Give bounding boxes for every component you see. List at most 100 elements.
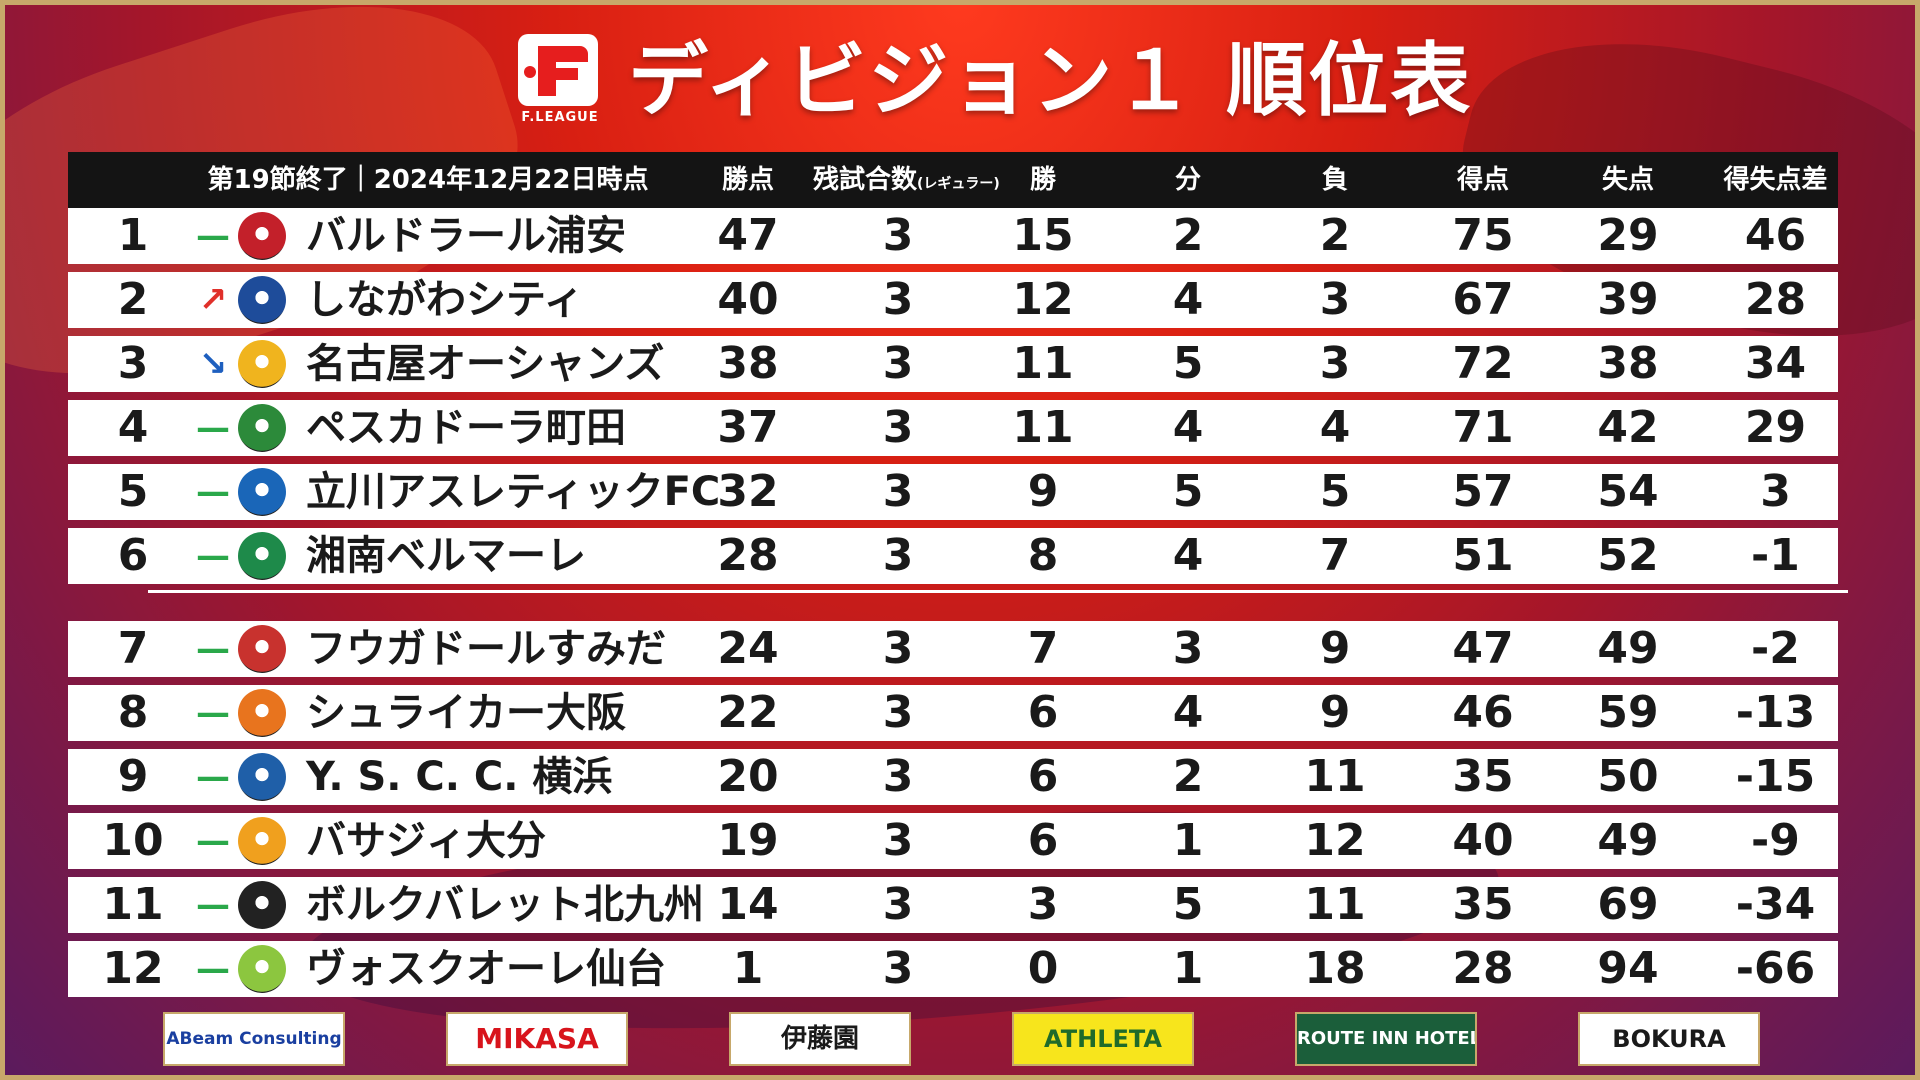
losses-cell: 9 bbox=[1319, 623, 1351, 674]
remaining-cell: 3 bbox=[882, 466, 914, 517]
trend-icon: — bbox=[196, 216, 230, 256]
table-row: 12 — ヴォスクオーレ仙台 1 3 0 1 18 28 94 -66 bbox=[68, 941, 1838, 997]
sponsor-logo: BOKURA bbox=[1578, 1012, 1760, 1066]
status-header: 第19節終了｜2024年12月22日時点 bbox=[207, 165, 649, 195]
table-row: 10 — バサジィ大分 19 3 6 1 12 40 49 -9 bbox=[68, 813, 1838, 869]
playoff-divider bbox=[148, 590, 1848, 593]
table-row: 9 — Y. S. C. C. 横浜 20 3 6 2 11 35 50 -15 bbox=[68, 749, 1838, 805]
points-header: 勝点 bbox=[721, 165, 774, 195]
trend-icon: — bbox=[196, 693, 230, 733]
goals-for-cell: 28 bbox=[1452, 943, 1514, 994]
wins-cell: 6 bbox=[1027, 815, 1059, 866]
goal-diff-cell: -13 bbox=[1735, 687, 1816, 738]
goals-for-cell: 40 bbox=[1452, 815, 1514, 866]
goal-diff-cell: -66 bbox=[1735, 943, 1816, 994]
wins-cell: 8 bbox=[1027, 530, 1059, 581]
team-name: ボルクバレット北九州 bbox=[306, 882, 704, 928]
remaining-cell: 3 bbox=[882, 943, 914, 994]
points-cell: 32 bbox=[717, 466, 779, 517]
logo-dot bbox=[524, 66, 536, 78]
table-row: 6 — 湘南ベルマーレ 28 3 8 4 7 51 52 -1 bbox=[68, 528, 1838, 584]
losses-cell: 4 bbox=[1319, 402, 1351, 453]
remaining-cell: 3 bbox=[882, 687, 914, 738]
team-name: バルドラール浦安 bbox=[306, 213, 626, 259]
trend-icon: — bbox=[196, 472, 230, 512]
team-emblem-icon bbox=[238, 625, 286, 673]
wins-cell: 7 bbox=[1027, 623, 1059, 674]
points-cell: 28 bbox=[717, 530, 779, 581]
trend-icon: ↘ bbox=[198, 344, 228, 384]
rank-cell: 11 bbox=[102, 879, 164, 930]
rank-cell: 2 bbox=[117, 274, 149, 325]
goal-diff-cell: -2 bbox=[1751, 623, 1800, 674]
remaining-cell: 3 bbox=[882, 402, 914, 453]
trend-icon: — bbox=[196, 757, 230, 797]
points-cell: 1 bbox=[732, 943, 764, 994]
points-cell: 20 bbox=[717, 751, 779, 802]
points-cell: 24 bbox=[717, 623, 779, 674]
logo-f-middle bbox=[538, 68, 578, 80]
team-name: フウガドールすみだ bbox=[306, 626, 666, 672]
remaining-header: 残試合数(レギュラー) bbox=[813, 152, 1000, 208]
wins-cell: 12 bbox=[1012, 274, 1074, 325]
table-row: 7 — フウガドールすみだ 24 3 7 3 9 47 49 -2 bbox=[68, 621, 1838, 677]
team-emblem-icon bbox=[238, 468, 286, 516]
table-row: 3 ↘ 名古屋オーシャンズ 38 3 11 5 3 72 38 34 bbox=[68, 336, 1838, 392]
losses-cell: 3 bbox=[1319, 274, 1351, 325]
goals-against-cell: 52 bbox=[1597, 530, 1659, 581]
remaining-cell: 3 bbox=[882, 338, 914, 389]
draws-cell: 4 bbox=[1172, 530, 1204, 581]
goal-diff-cell: 28 bbox=[1744, 274, 1807, 325]
points-cell: 19 bbox=[717, 815, 779, 866]
team-emblem-icon bbox=[238, 276, 286, 324]
sponsor-bar: ABeam Consulting MIKASA 伊藤園 ATHLETA ROUTE IN… bbox=[0, 1012, 1920, 1068]
remaining-cell: 3 bbox=[882, 530, 914, 581]
draws-cell: 4 bbox=[1172, 687, 1204, 738]
wins-cell: 15 bbox=[1012, 210, 1074, 261]
team-emblem-icon bbox=[238, 340, 286, 388]
draws-cell: 4 bbox=[1172, 402, 1204, 453]
draws-cell: 5 bbox=[1172, 879, 1204, 930]
table-row: 2 ↗ しながわシティ 40 3 12 4 3 67 39 28 bbox=[68, 272, 1838, 328]
sponsor-logo: 伊藤園 bbox=[729, 1012, 911, 1066]
remaining-cell: 3 bbox=[882, 274, 914, 325]
wins-cell: 11 bbox=[1012, 338, 1074, 389]
draws-header: 分 bbox=[1174, 165, 1201, 195]
goals-against-cell: 94 bbox=[1597, 943, 1659, 994]
goals-against-cell: 50 bbox=[1597, 751, 1659, 802]
team-emblem-icon bbox=[238, 689, 286, 737]
remaining-cell: 3 bbox=[882, 623, 914, 674]
header: F.LEAGUE ディビジョン１ 順位表 bbox=[0, 24, 1920, 136]
rank-cell: 3 bbox=[117, 338, 149, 389]
goals-for-cell: 51 bbox=[1452, 530, 1514, 581]
goals-for-cell: 72 bbox=[1452, 338, 1514, 389]
losses-cell: 7 bbox=[1319, 530, 1351, 581]
trend-icon: — bbox=[196, 629, 230, 669]
losses-cell: 18 bbox=[1304, 943, 1366, 994]
table-body: 1— バルドラール浦安 47 3 15 2 2 75 29 46 2 ↗ しながわシティ 40 3 12 4 3 6… bbox=[68, 208, 1848, 997]
goals-for-cell: 35 bbox=[1452, 879, 1514, 930]
goals-against-cell: 42 bbox=[1597, 402, 1659, 453]
goal-diff-cell: 3 bbox=[1760, 466, 1791, 517]
points-cell: 14 bbox=[717, 879, 779, 930]
trend-icon: — bbox=[196, 885, 230, 925]
losses-cell: 3 bbox=[1319, 338, 1351, 389]
rank-cell: 5 bbox=[117, 466, 149, 517]
goal-diff-cell: 29 bbox=[1744, 402, 1807, 453]
rank-cell: 10 bbox=[102, 815, 164, 866]
points-cell: 47 bbox=[717, 210, 779, 261]
team-name: 名古屋オーシャンズ bbox=[306, 341, 665, 387]
trend-icon: — bbox=[196, 536, 230, 576]
goals-for-cell: 71 bbox=[1452, 402, 1514, 453]
rank-cell: 12 bbox=[102, 943, 164, 994]
team-emblem-icon bbox=[238, 753, 286, 801]
remaining-cell: 3 bbox=[882, 879, 914, 930]
team-emblem-icon bbox=[238, 212, 286, 260]
goals-for-cell: 47 bbox=[1452, 623, 1514, 674]
wins-cell: 9 bbox=[1027, 466, 1059, 517]
team-name: ヴォスクオーレ仙台 bbox=[306, 946, 666, 992]
points-cell: 38 bbox=[717, 338, 779, 389]
rank-cell: 1 bbox=[117, 210, 149, 261]
goal-diff-cell: -1 bbox=[1751, 530, 1800, 581]
remaining-cell: 3 bbox=[882, 210, 914, 261]
